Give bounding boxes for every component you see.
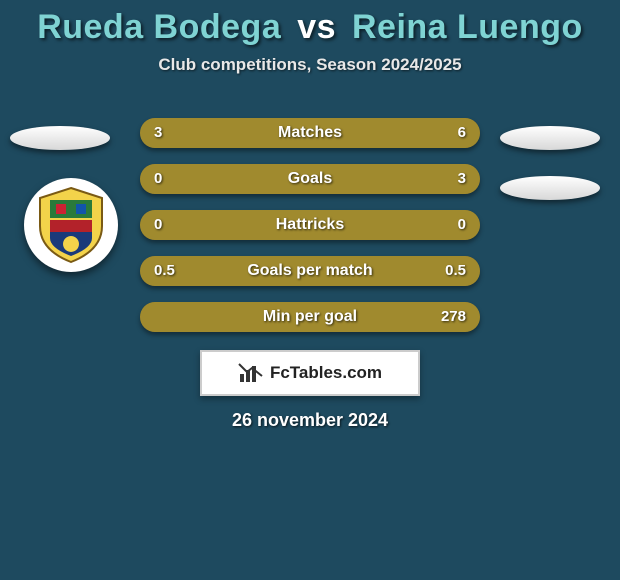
brand-box: FcTables.com <box>200 350 420 396</box>
bar-value-right: 278 <box>441 302 466 332</box>
bar-value-left: 0.5 <box>154 256 175 286</box>
left-club-crest <box>24 178 118 272</box>
bar-row: Goals per match0.50.5 <box>140 256 480 286</box>
comparison-infographic: Rueda Bodega vs Reina Luengo Club compet… <box>0 0 620 580</box>
bar-fill-left <box>140 302 150 332</box>
right-bottom-ellipse <box>500 176 600 200</box>
bar-group: Matches36Goals03Hattricks00Goals per mat… <box>140 118 480 348</box>
bar-chart-icon <box>238 362 264 384</box>
crest-icon <box>36 186 106 264</box>
bar-value-left: 0 <box>154 210 162 240</box>
bar-value-left: 3 <box>154 118 162 148</box>
bar-value-right: 0 <box>458 210 466 240</box>
bar-value-left: 0 <box>154 164 162 194</box>
left-top-ellipse <box>10 126 110 150</box>
bar-fill-right <box>150 302 480 332</box>
right-top-ellipse <box>500 126 600 150</box>
bar-fill-left <box>140 164 150 194</box>
bar-row: Matches36 <box>140 118 480 148</box>
bar-row: Goals03 <box>140 164 480 194</box>
bar-fill-right <box>310 210 480 240</box>
bar-value-right: 0.5 <box>445 256 466 286</box>
title-vs: vs <box>297 8 336 46</box>
bar-row: Min per goal278 <box>140 302 480 332</box>
brand-text: FcTables.com <box>270 363 382 383</box>
title-player-right: Reina Luengo <box>352 8 583 46</box>
title-player-left: Rueda Bodega <box>37 8 281 46</box>
bar-value-right: 3 <box>458 164 466 194</box>
bar-fill-right <box>253 118 480 148</box>
bar-fill-right <box>150 164 480 194</box>
bar-value-right: 6 <box>458 118 466 148</box>
subtitle: Club competitions, Season 2024/2025 <box>0 55 620 75</box>
page-title: Rueda Bodega vs Reina Luengo <box>0 0 620 47</box>
footer-date: 26 november 2024 <box>0 410 620 431</box>
bar-fill-left <box>140 210 310 240</box>
bar-row: Hattricks00 <box>140 210 480 240</box>
